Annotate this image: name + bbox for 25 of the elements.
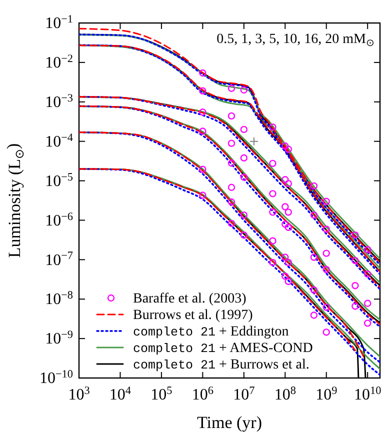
x-tick-label: 10$^{6}$ — [192, 384, 214, 404]
x-tick-label: 10$^{10}$ — [354, 384, 382, 404]
y-tick-label: 10$^{−1}$ — [45, 14, 73, 32]
x-tick-label: 10$^{7}$ — [233, 384, 256, 404]
x-tick-label: 10$^{3}$ — [68, 384, 90, 404]
x-tick-label: 10$^{4}$ — [109, 384, 132, 404]
y-tick-label: 10$^{−9}$ — [45, 329, 74, 348]
y-tick-label: 10$^{−6}$ — [45, 210, 74, 230]
x-tick-label: 10$^{9}$ — [316, 384, 338, 404]
x-tick-label: 10$^{5}$ — [150, 384, 173, 404]
x-axis-title: Time (yr) — [196, 413, 262, 432]
y-tick-label: 10$^{−8}$ — [45, 290, 74, 308]
y-tick-label: 10$^{−10}$ — [40, 368, 74, 388]
legend-label: completo 21 + AMES-COND — [133, 341, 313, 356]
legend-label: Burrows et al. (1997) — [133, 308, 254, 323]
y-tick-label: 10$^{−2}$ — [45, 52, 73, 72]
y-tick-label: 10$^{−7}$ — [45, 250, 74, 269]
legend-label: completo 21 + Burrows et al. — [133, 358, 310, 372]
x-tick-label: 10$^{8}$ — [274, 384, 296, 404]
annotation: 0.5, 1, 3, 5, 10, 16, 20 mM$_{⊙}$ — [216, 32, 374, 49]
legend-label: Baraffe et al. (2003) — [133, 292, 247, 306]
legend-label: completo 21 + Eddington — [133, 324, 289, 340]
y-tick-label: 10$^{−5}$ — [45, 171, 74, 190]
y-tick-label: 10$^{−3}$ — [45, 92, 74, 112]
y-tick-label: 10$^{−4}$ — [45, 132, 74, 150]
